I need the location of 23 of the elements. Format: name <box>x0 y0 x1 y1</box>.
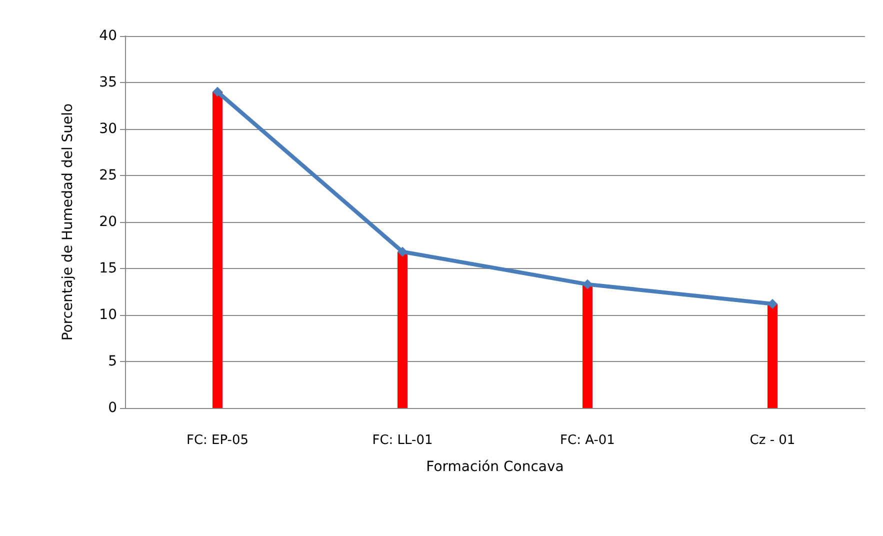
y-tick-label: 30 <box>99 121 117 137</box>
x-tick-label: FC: A-01 <box>560 433 615 448</box>
bar <box>768 304 778 408</box>
point <box>582 279 592 290</box>
y-tick-label: 35 <box>99 74 117 90</box>
y-tick-label: 40 <box>99 28 117 44</box>
x-axis-title: Formación Concava <box>426 459 564 475</box>
y-tick-label: 10 <box>99 307 117 323</box>
y-tick-label: 20 <box>99 214 117 230</box>
x-tick-label: FC: EP-05 <box>186 433 249 448</box>
y-tick-label: 5 <box>108 354 117 370</box>
point <box>398 246 408 257</box>
bar <box>398 252 408 408</box>
y-tick-label: 25 <box>99 168 117 184</box>
point <box>768 298 778 309</box>
bar <box>582 284 592 408</box>
point <box>212 86 222 97</box>
x-tick-label: FC: LL-01 <box>372 433 433 448</box>
y-tick-label: 0 <box>108 400 117 416</box>
y-axis-title: Porcentaje de Humedad del Suelo <box>60 103 76 341</box>
bar <box>212 92 222 408</box>
x-tick-label: Cz - 01 <box>750 433 796 448</box>
y-tick-label: 15 <box>99 260 117 276</box>
